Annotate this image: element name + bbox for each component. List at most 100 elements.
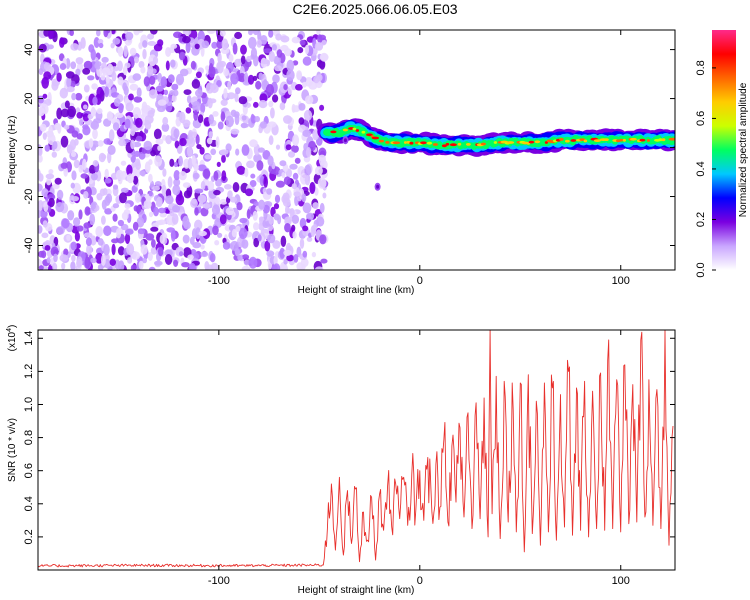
noise-dot	[293, 254, 299, 263]
noise-dot	[188, 262, 196, 270]
noise-dot	[208, 114, 214, 125]
noise-dot	[38, 183, 43, 192]
noise-dot	[247, 74, 255, 85]
noise-dot	[107, 145, 116, 155]
noise-dot	[291, 36, 301, 44]
noise-dot	[136, 87, 142, 98]
noise-dot	[158, 246, 164, 257]
noise-dot	[135, 117, 143, 128]
noise-dot	[280, 35, 290, 43]
noise-dot	[185, 107, 192, 114]
noise-dot	[275, 180, 285, 188]
noise-region	[38, 30, 329, 270]
x-tick-label: -100	[208, 275, 230, 287]
noise-dot	[157, 145, 162, 151]
signal-hot-dot	[449, 143, 457, 147]
noise-dot	[230, 128, 240, 135]
signal-hot-dot	[457, 142, 462, 146]
noise-dot	[124, 228, 134, 235]
noise-dot	[291, 183, 297, 190]
noise-dot	[90, 257, 97, 264]
signal-hot-dot	[559, 138, 564, 141]
noise-dot	[123, 45, 128, 58]
noise-dot	[175, 194, 185, 206]
noise-dot	[297, 166, 305, 176]
noise-dot	[82, 158, 87, 171]
noise-dot	[318, 154, 326, 162]
noise-dot	[98, 152, 106, 163]
noise-dot	[238, 72, 246, 83]
noise-dot	[108, 129, 115, 142]
noise-dot	[38, 147, 43, 156]
noise-dot	[258, 216, 265, 222]
noise-dot	[319, 234, 327, 245]
noise-dot	[248, 256, 258, 269]
noise-dot	[50, 246, 59, 257]
y-tick-label: 20	[23, 92, 35, 104]
noise-dot	[217, 52, 222, 64]
noise-dot	[177, 145, 183, 154]
noise-dot	[59, 37, 65, 48]
noise-dot	[220, 111, 226, 122]
noise-dot	[147, 252, 153, 261]
noise-dot	[171, 213, 179, 225]
noise-dot	[162, 168, 167, 177]
x-tick-label: 0	[417, 275, 423, 287]
noise-dot	[109, 258, 117, 266]
noise-dot	[101, 215, 106, 225]
noise-dot	[319, 59, 326, 70]
noise-dot	[197, 114, 204, 123]
noise-dot	[291, 214, 300, 224]
noise-dot	[263, 176, 269, 188]
noise-dot	[195, 71, 202, 79]
noise-dot	[179, 138, 187, 147]
x-tick-label: -100	[208, 575, 230, 587]
noise-dot	[38, 209, 42, 219]
noise-dot	[217, 61, 224, 74]
isolated-point-core	[343, 138, 347, 143]
noise-dot	[160, 76, 168, 89]
noise-dot	[98, 42, 104, 49]
noise-dot	[302, 129, 312, 137]
noise-dot	[47, 30, 54, 40]
y-tick-label: 1.4	[23, 331, 35, 346]
noise-dot	[118, 260, 125, 270]
noise-dot	[216, 161, 221, 167]
noise-dot	[305, 147, 312, 158]
noise-dot	[253, 55, 259, 67]
noise-dot	[56, 226, 65, 235]
noise-dot	[43, 201, 49, 212]
noise-dot	[258, 100, 268, 109]
noise-dot	[299, 238, 305, 249]
signal-hot-dot	[593, 139, 602, 143]
noise-dot	[260, 35, 268, 45]
noise-dot	[155, 138, 164, 145]
noise-dot	[145, 233, 155, 241]
noise-dot	[215, 136, 220, 149]
noise-dot	[179, 111, 186, 124]
noise-dot	[217, 121, 224, 130]
noise-dot	[140, 244, 148, 255]
noise-dot	[122, 65, 128, 76]
noise-dot	[38, 173, 44, 182]
noise-dot	[221, 154, 226, 163]
noise-dot	[38, 43, 47, 53]
noise-dot	[171, 83, 179, 91]
noise-dot	[318, 34, 327, 41]
noise-dot	[295, 84, 303, 91]
noise-dot	[208, 131, 213, 138]
noise-dot	[248, 30, 253, 36]
noise-dot	[283, 249, 292, 256]
noise-dot	[253, 237, 260, 248]
x-tick-label: 0	[417, 575, 423, 587]
noise-dot	[161, 184, 167, 197]
noise-dot	[230, 240, 239, 251]
noise-dot	[57, 123, 62, 134]
noise-dot	[103, 244, 110, 256]
noise-dot	[93, 37, 100, 48]
noise-dot	[168, 92, 172, 102]
noise-dot	[198, 230, 207, 237]
y-tick-label: 1.0	[23, 397, 35, 412]
noise-dot	[60, 135, 69, 148]
noise-dot	[182, 182, 191, 189]
